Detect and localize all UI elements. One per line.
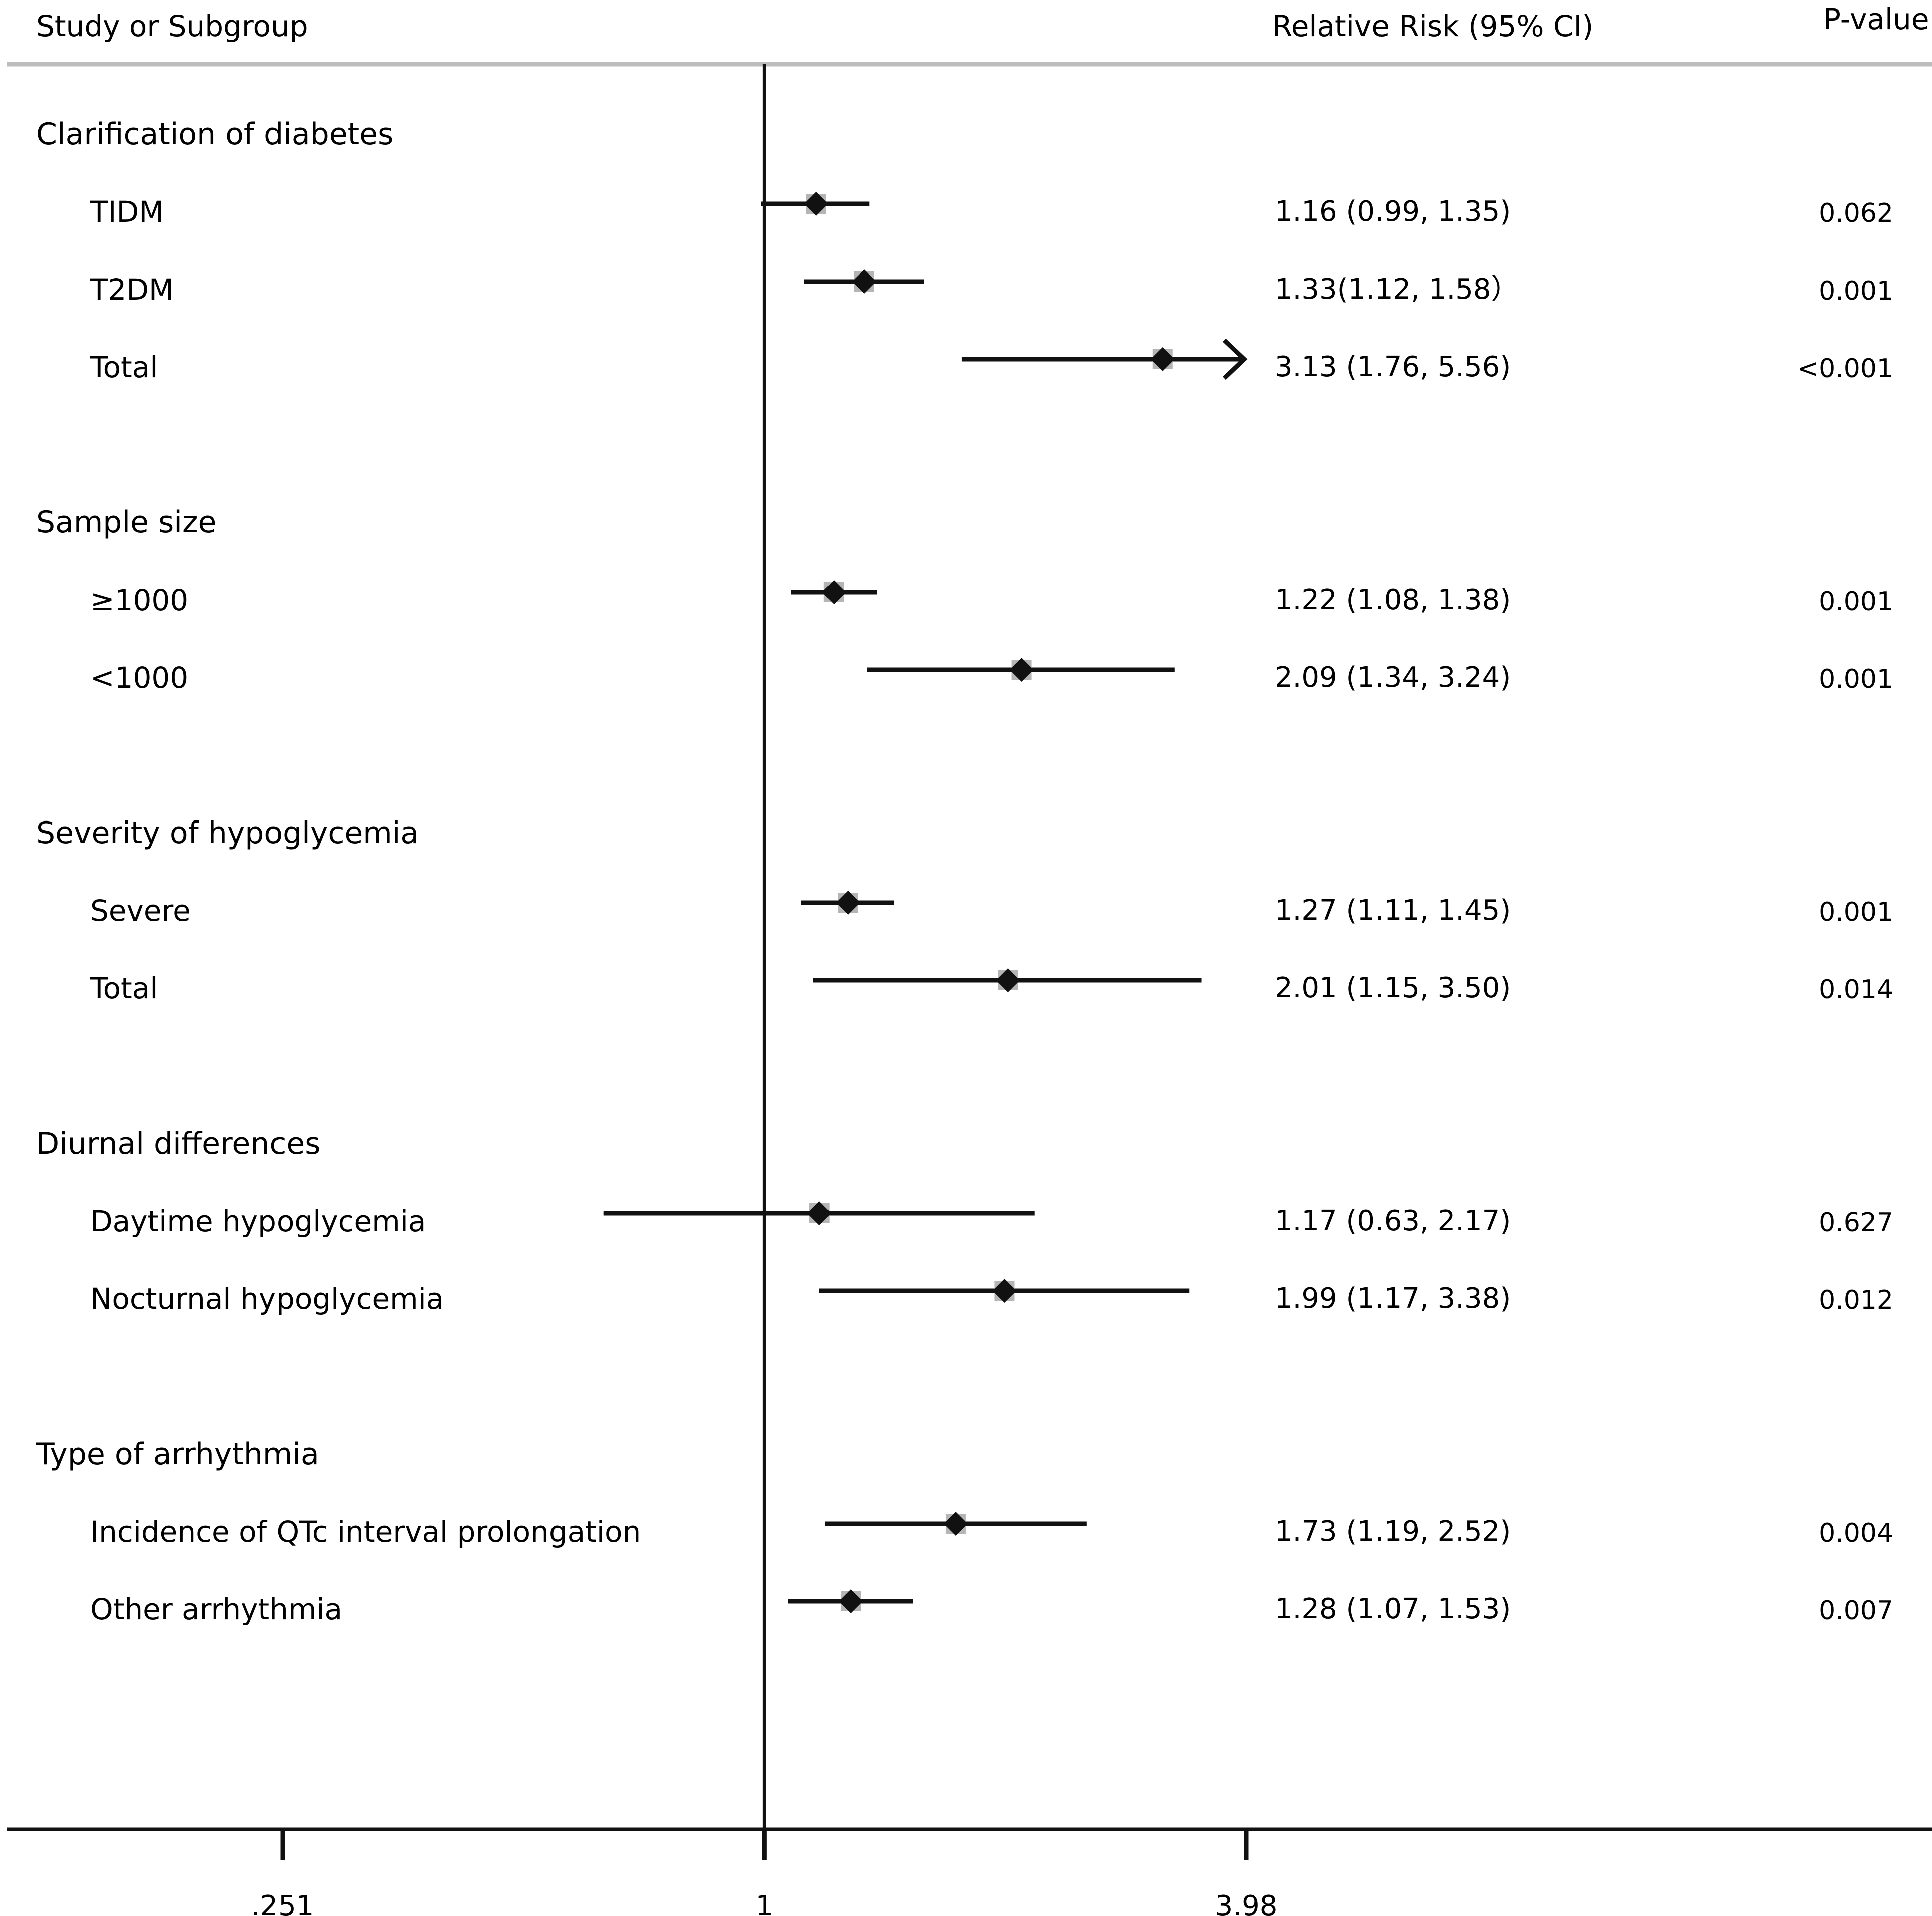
p-value: 0.001 xyxy=(1819,587,1893,617)
group-label: Clarification of diabetes xyxy=(36,117,393,152)
subgroup-label: Other arrhythmia xyxy=(90,1592,342,1626)
p-value: 0.627 xyxy=(1819,1208,1893,1238)
forest-rows: Clarification of diabetes TIDM 1.16 (0.99,… xyxy=(36,117,1893,1626)
point-estimate-diamond xyxy=(839,1589,863,1613)
point-estimate-diamond xyxy=(804,192,829,216)
p-value-column-header: P-value xyxy=(1823,2,1929,36)
point-estimate-diamond xyxy=(1009,658,1034,682)
rr-value: 1.22 (1.08, 1.38) xyxy=(1275,584,1511,616)
group-label: Severity of hypoglycemia xyxy=(36,815,419,851)
point-estimate-diamond xyxy=(996,968,1020,992)
subgroup-label: TIDM xyxy=(90,195,164,229)
point-estimate-diamond xyxy=(852,269,876,294)
p-value: 0.062 xyxy=(1819,198,1893,228)
x-tick-label: 1 xyxy=(756,1890,774,1916)
rr-value: 1.27 (1.11, 1.45) xyxy=(1275,894,1511,927)
rr-value: 1.16 (0.99, 1.35) xyxy=(1275,195,1511,228)
point-estimate-diamond xyxy=(807,1201,832,1225)
point-estimate-diamond xyxy=(821,580,846,604)
subgroup-label: ≥1000 xyxy=(90,583,188,617)
rr-value: 1.99 (1.17, 3.38) xyxy=(1275,1282,1511,1315)
subgroup-label: Incidence of QTc interval prolongation xyxy=(90,1515,641,1549)
p-value: 0.007 xyxy=(1819,1596,1893,1626)
ci-arrowhead xyxy=(1222,338,1248,380)
rr-value: 2.09 (1.34, 3.24) xyxy=(1275,661,1511,694)
subgroup-label: <1000 xyxy=(90,661,188,695)
p-value: 0.001 xyxy=(1819,897,1893,927)
rr-value: 1.17 (0.63, 2.17) xyxy=(1275,1205,1511,1237)
group-label: Sample size xyxy=(36,505,216,540)
rr-value: 1.28 (1.07, 1.53) xyxy=(1275,1593,1511,1625)
rr-column-header: Relative Risk (95% CI) xyxy=(1272,9,1593,43)
group-label: Type of arrhythmia xyxy=(36,1437,319,1472)
group-label: Diurnal differences xyxy=(36,1126,321,1161)
x-tick-label: .251 xyxy=(251,1890,314,1916)
rr-value: 1.33(1.12, 1.58） xyxy=(1275,273,1519,306)
study-column-header: Study or Subgroup xyxy=(36,9,308,43)
subgroup-label: Severe xyxy=(90,894,191,928)
point-estimate-diamond xyxy=(943,1512,968,1536)
rr-value: 2.01 (1.15, 3.50) xyxy=(1275,972,1511,1004)
point-estimate-diamond xyxy=(836,891,860,915)
p-value: 0.001 xyxy=(1819,664,1893,694)
rr-value: 1.73 (1.19, 2.52) xyxy=(1275,1515,1511,1548)
p-value: 0.014 xyxy=(1819,975,1893,1005)
point-estimate-diamond xyxy=(992,1279,1017,1303)
point-estimate-diamond xyxy=(1150,347,1175,371)
rr-value: 3.13 (1.76, 5.56) xyxy=(1275,351,1511,383)
p-value: <0.001 xyxy=(1797,354,1893,384)
p-value: 0.012 xyxy=(1819,1285,1893,1315)
subgroup-label: Daytime hypoglycemia xyxy=(90,1204,426,1238)
p-value: 0.001 xyxy=(1819,276,1893,306)
x-tick-label: 3.98 xyxy=(1215,1890,1278,1916)
subgroup-label: Total xyxy=(90,971,158,1005)
subgroup-label: Nocturnal hypoglycemia xyxy=(90,1282,444,1316)
x-axis-ticks: .251 1 3.98 xyxy=(251,1829,1278,1916)
p-value: 0.004 xyxy=(1819,1518,1893,1548)
subgroup-label: T2DM xyxy=(90,272,174,307)
subgroup-label: Total xyxy=(90,350,158,384)
